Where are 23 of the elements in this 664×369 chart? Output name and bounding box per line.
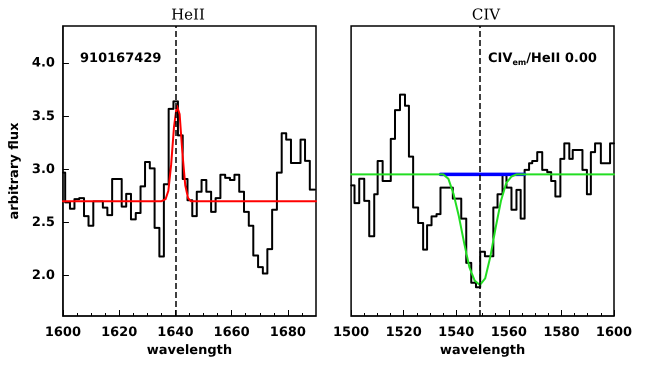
line-series: [62, 104, 317, 202]
y-tick-label: 2.0: [32, 268, 55, 284]
x-tick-label: 1640: [157, 325, 194, 340]
x-tick-label: 1500: [332, 325, 370, 340]
x-tick-label: 1600: [596, 325, 632, 340]
x-tick-label: 1540: [438, 325, 474, 340]
y-tick-label: 3.0: [32, 162, 55, 177]
x-tick-label: 1620: [101, 325, 138, 340]
x-axis-title: wavelength: [440, 342, 526, 358]
x-axis-title: wavelength: [146, 342, 232, 358]
x-tick-label: 1660: [214, 325, 250, 340]
x-tick-label: 1680: [270, 325, 306, 340]
x-tick-label: 1520: [386, 325, 422, 340]
annotation: 910167429: [80, 51, 162, 66]
x-tick-label: 1600: [44, 325, 82, 340]
chart-title: CIV: [472, 6, 502, 24]
chart-title: HeII: [171, 6, 205, 24]
y-tick-label: 2.5: [32, 215, 55, 230]
y-tick-label: 3.5: [32, 108, 55, 124]
y-axis-title: arbitrary flux: [7, 122, 22, 220]
x-tick-label: 1580: [543, 325, 580, 340]
y-tick-label: 4.0: [32, 56, 55, 71]
x-tick-label: 1560: [490, 325, 527, 340]
